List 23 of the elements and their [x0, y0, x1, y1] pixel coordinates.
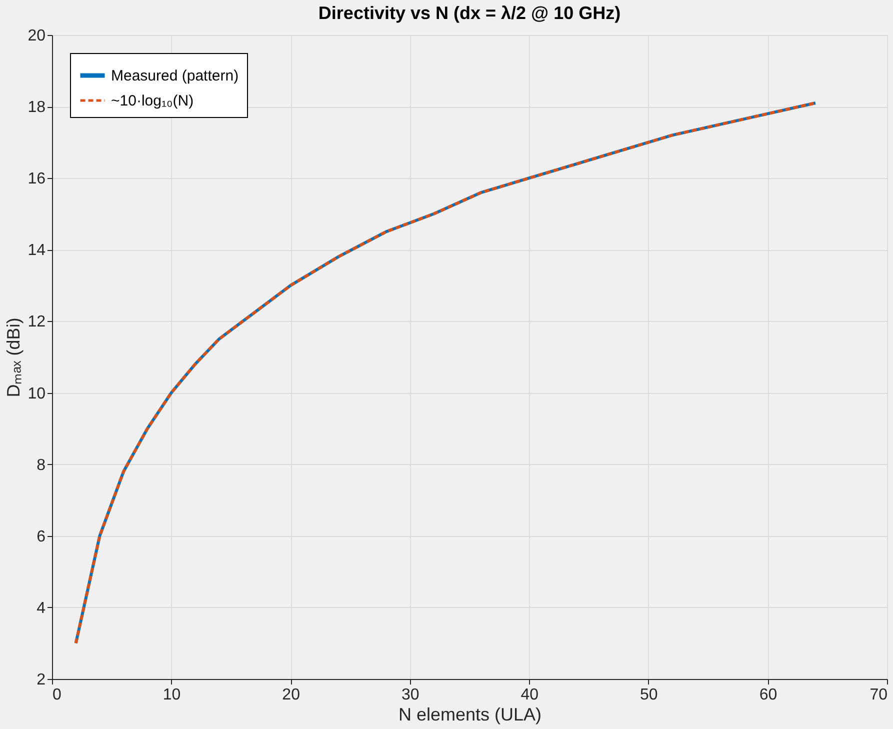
y-tick-label: 8: [36, 456, 46, 474]
x-tick-label: 50: [640, 686, 658, 704]
x-tick-label: 10: [162, 686, 181, 704]
x-tick-label: 20: [282, 686, 300, 704]
y-tick-label: 6: [36, 528, 46, 546]
x-tick-label: 0: [52, 686, 62, 704]
y-tick-label: 12: [28, 314, 46, 331]
legend-label: Measured (pattern): [111, 68, 239, 84]
legend-label: ~10·log₁₀(N): [111, 92, 194, 110]
y-tick-label: 16: [28, 170, 46, 188]
x-tick-label: 30: [401, 686, 420, 704]
y-tick-label: 2: [36, 672, 46, 688]
y-tick-label: 4: [36, 600, 46, 617]
y-tick-label: 14: [28, 242, 46, 260]
chart-title: Directivity vs N (dx = λ/2 @ 10 GHz): [318, 3, 621, 23]
x-tick-label: 60: [759, 686, 778, 704]
x-axis-title: N elements (ULA): [398, 704, 542, 724]
x-tick-label: 40: [520, 686, 539, 704]
y-tick-label: 20: [28, 28, 46, 44]
y-tick-label: 18: [28, 99, 46, 116]
x-tick-label: 70: [870, 686, 888, 704]
y-tick-label: 10: [28, 385, 46, 402]
y-axis-title: Dₘₐₓ (dBi): [4, 318, 24, 398]
